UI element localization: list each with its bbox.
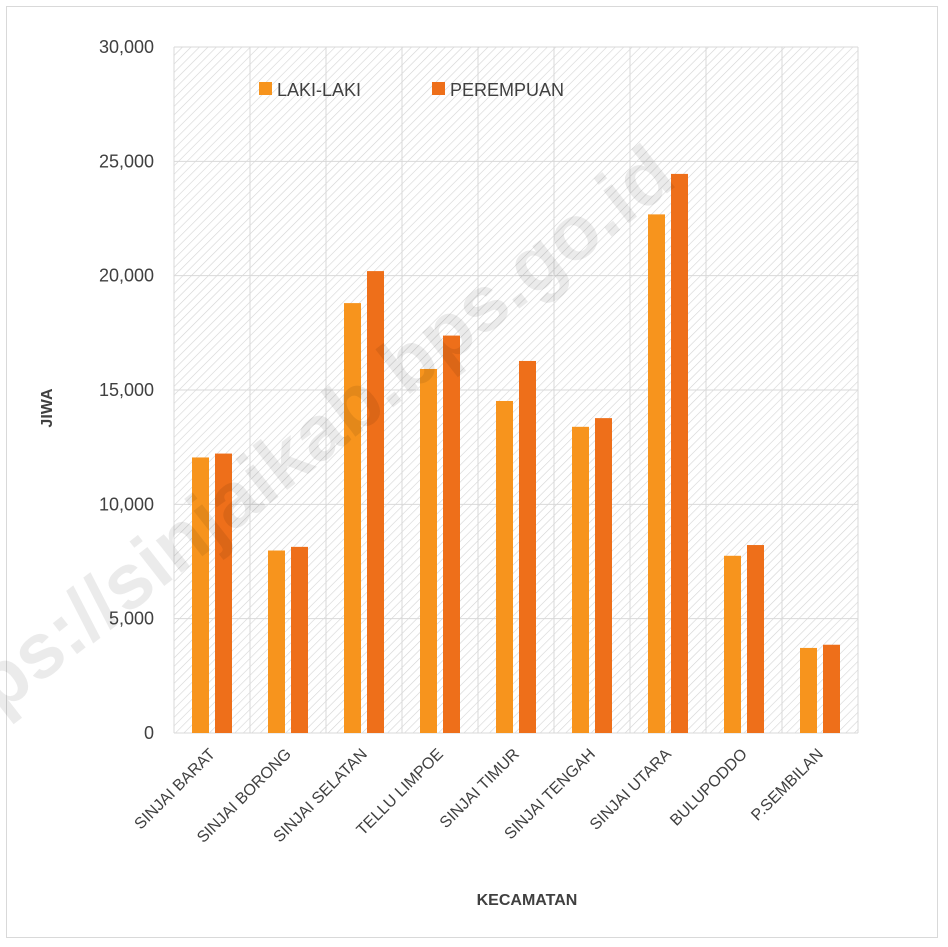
legend: LAKI-LAKI PEREMPUAN bbox=[259, 80, 564, 100]
bar-perempuan-5 bbox=[595, 418, 612, 733]
bar-perempuan-8 bbox=[823, 644, 840, 733]
bar-laki-laki-5 bbox=[572, 426, 589, 733]
y-tick-label: 25,000 bbox=[99, 151, 154, 171]
bar-laki-laki-0 bbox=[192, 457, 209, 733]
gridlines bbox=[173, 46, 859, 734]
bar-perempuan-4 bbox=[519, 360, 536, 733]
bar-perempuan-6 bbox=[671, 173, 688, 733]
y-tick-label: 5,000 bbox=[109, 609, 154, 629]
y-tick-label: 15,000 bbox=[99, 380, 154, 400]
x-axis-title: KECAMATAN bbox=[477, 892, 578, 909]
bar-laki-laki-3 bbox=[420, 368, 437, 733]
bar-perempuan-3 bbox=[443, 335, 460, 733]
legend-swatch-laki-laki bbox=[259, 82, 272, 95]
bar-laki-laki-4 bbox=[496, 400, 513, 733]
x-tick-label: SINJAI BARAT bbox=[132, 746, 219, 833]
legend-swatch-perempuan bbox=[432, 82, 445, 95]
y-tick-label: 20,000 bbox=[99, 266, 154, 286]
x-tick-label: P.SEMBILAN bbox=[748, 746, 826, 824]
legend-label-laki-laki: LAKI-LAKI bbox=[277, 80, 361, 100]
y-axis-title: JIWA bbox=[39, 388, 56, 428]
legend-label-perempuan: PEREMPUAN bbox=[450, 80, 564, 100]
bar-laki-laki-7 bbox=[724, 555, 741, 733]
bar-perempuan-0 bbox=[215, 453, 232, 733]
bars bbox=[192, 173, 840, 733]
bar-perempuan-1 bbox=[291, 546, 308, 733]
bar-laki-laki-1 bbox=[268, 550, 285, 733]
y-tick-label: 10,000 bbox=[99, 494, 154, 514]
x-tick-label: SINJAI TIMUR bbox=[437, 746, 523, 832]
y-tick-label: 0 bbox=[144, 723, 154, 743]
x-tick-label: BULUPODDO bbox=[667, 746, 751, 830]
bar-laki-laki-6 bbox=[648, 214, 665, 733]
bar-laki-laki-2 bbox=[344, 303, 361, 733]
bar-laki-laki-8 bbox=[800, 647, 817, 733]
y-axis-ticks: 0 5,000 10,000 15,000 20,000 25,000 30,000 bbox=[99, 37, 154, 743]
x-tick-label: SINJAI UTARA bbox=[587, 746, 675, 834]
bar-perempuan-2 bbox=[367, 271, 384, 733]
bar-perempuan-7 bbox=[747, 545, 764, 733]
y-tick-label: 30,000 bbox=[99, 37, 154, 57]
